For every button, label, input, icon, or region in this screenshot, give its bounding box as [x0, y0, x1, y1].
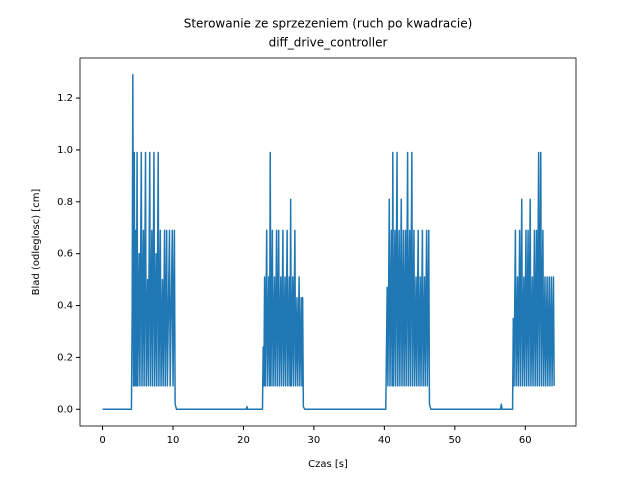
- y-tick-label: 0.0: [57, 404, 73, 415]
- x-tick-label: 30: [308, 435, 321, 446]
- x-tick-label: 10: [167, 435, 180, 446]
- y-tick-label: 0.4: [57, 301, 73, 312]
- axes-frame: [79, 57, 577, 427]
- y-axis-label: Blad (odleglosc) [cm]: [31, 189, 42, 296]
- x-tick-label: 60: [519, 435, 532, 446]
- y-tick-label: 1.2: [57, 93, 73, 104]
- x-tick-label: 20: [237, 435, 250, 446]
- x-tick-label: 40: [378, 435, 391, 446]
- x-tick-label: 50: [448, 435, 461, 446]
- chart-title: Sterowanie ze sprzezeniem (ruch po kwadr…: [184, 17, 473, 31]
- chart-subtitle: diff_drive_controller: [269, 36, 388, 50]
- series-line: [102, 73, 555, 411]
- y-tick-label: 0.6: [57, 249, 73, 260]
- x-tick-label: 0: [99, 435, 105, 446]
- x-axis-label: Czas [s]: [308, 459, 348, 470]
- y-tick-label: 0.8: [57, 197, 73, 208]
- y-tick-label: 0.2: [57, 352, 73, 363]
- y-tick-label: 1.0: [57, 145, 73, 156]
